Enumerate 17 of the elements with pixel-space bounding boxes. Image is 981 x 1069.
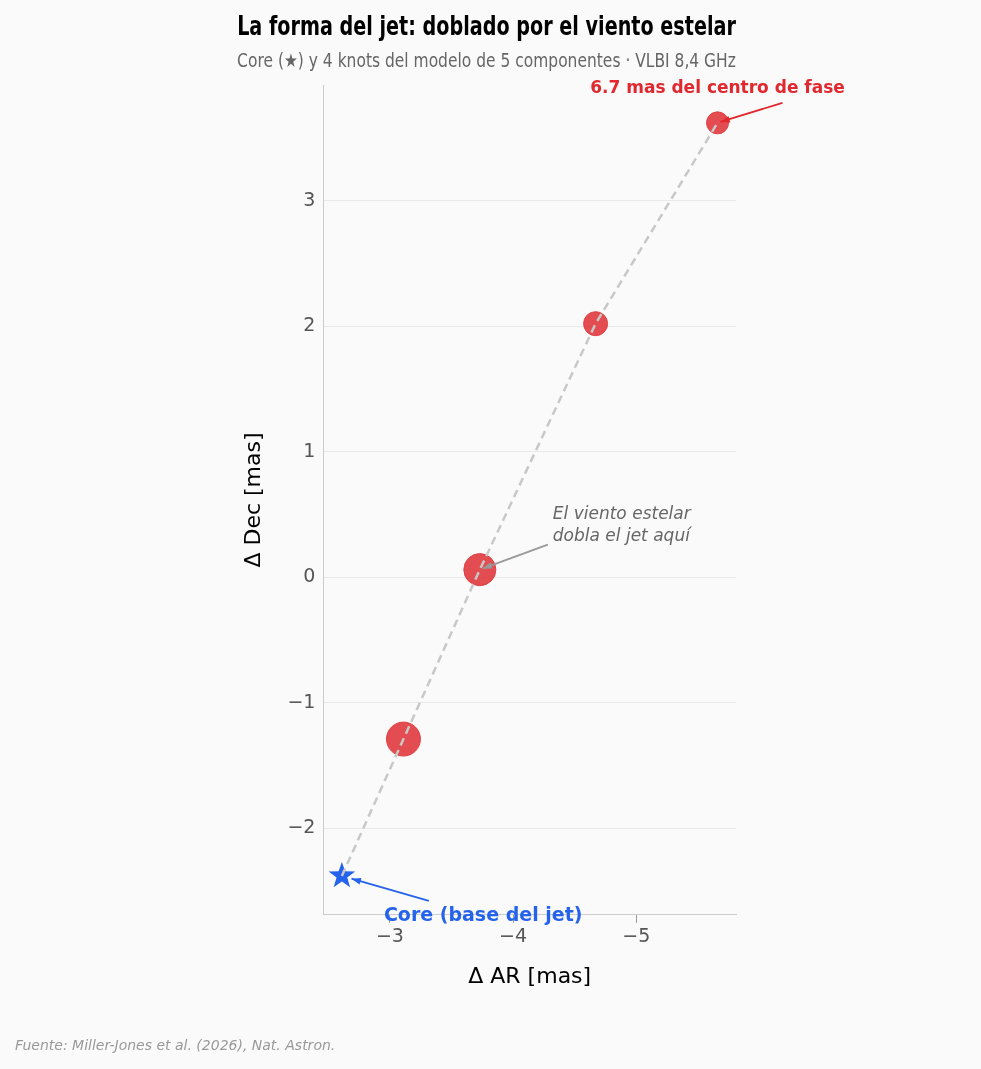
annotation: 6.7 mas del centro de fase: [590, 77, 845, 98]
annotation: El viento estelar dobla el jet aquí: [552, 503, 693, 546]
source-note: Fuente: Miller-Jones et al. (2026), Nat. Astron.: [15, 1036, 336, 1053]
x-tick-label: −3: [375, 924, 404, 947]
y-tick-label: 3: [303, 187, 316, 210]
y-tick-label: 1: [303, 438, 316, 461]
y-tick-label: 2: [303, 313, 316, 336]
y-tick-label: 0: [303, 564, 316, 587]
x-axis-title: Δ AR [mas]: [468, 962, 592, 988]
y-tick-label: −2: [287, 815, 316, 838]
y-tick-label: −1: [287, 689, 316, 712]
annotation: Core (base del jet): [383, 902, 583, 925]
x-tick-label: −5: [622, 924, 651, 947]
x-tick-label: −4: [499, 924, 528, 947]
y-axis-title: Δ Dec [mas]: [239, 432, 265, 568]
chart-title: La forma del jet: doblado por el viento estelar: [237, 9, 737, 43]
chart-subtitle: Core (★) y 4 knots del modelo de 5 componentes · VLBI 8,4 GHz: [237, 49, 736, 72]
